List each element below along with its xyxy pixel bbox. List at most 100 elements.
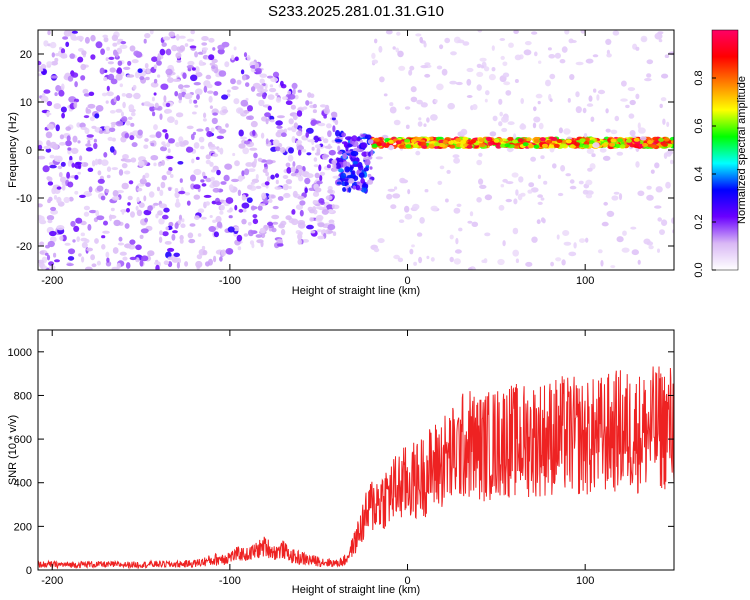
spectrogram-cell xyxy=(69,159,73,164)
spectrogram-cell xyxy=(535,93,543,99)
spectrogram-cell xyxy=(616,236,624,243)
x-tick-label: 0 xyxy=(404,275,410,287)
spectrogram-cell xyxy=(266,176,271,182)
spectrogram-cell xyxy=(167,116,175,123)
spectrogram-cell xyxy=(210,127,215,132)
spectrogram-cell xyxy=(53,103,62,110)
spectrogram-cell xyxy=(314,172,320,179)
spectrogram-cell xyxy=(206,131,213,138)
spectrogram-cell xyxy=(83,93,91,97)
spectrogram-cell xyxy=(513,198,518,205)
spectrogram-cell xyxy=(404,106,411,110)
spectrogram-cell xyxy=(225,123,229,128)
spectrogram-cell xyxy=(62,36,69,40)
spectrogram-cell xyxy=(186,125,194,130)
spectrogram-cell xyxy=(287,154,294,162)
spectrogram-cell xyxy=(43,89,51,94)
spectrogram-cell xyxy=(217,126,222,131)
spectrogram-cell xyxy=(254,68,262,72)
spectrogram-cell xyxy=(89,116,95,122)
spectrogram-cell xyxy=(211,65,216,70)
spectrogram-cell xyxy=(449,144,456,149)
spectrogram-cell xyxy=(371,143,378,148)
spectrogram-cell xyxy=(143,38,147,44)
spectrogram-cell xyxy=(497,258,505,266)
spectrogram-cell xyxy=(312,191,320,197)
spectrogram-cell xyxy=(255,234,262,238)
spectrogram-cell xyxy=(315,206,324,210)
spectrogram-cell xyxy=(536,219,541,225)
spectrogram-cell xyxy=(207,90,214,94)
spectrogram-cell xyxy=(223,174,230,182)
spectrogram-cell xyxy=(364,134,372,140)
spectrogram-cell xyxy=(654,205,662,209)
spectrogram-cell xyxy=(179,178,183,183)
spectrogram-cell xyxy=(255,174,259,180)
spectrogram-cell xyxy=(159,48,166,56)
spectrogram-cell xyxy=(601,143,608,147)
spectrogram-cell xyxy=(129,45,136,52)
spectrogram-cell xyxy=(126,74,135,78)
spectrogram-cell xyxy=(109,110,116,114)
spectrogram-cell xyxy=(194,66,200,73)
spectrogram-cell xyxy=(103,37,109,43)
spectrogram-cell xyxy=(306,224,314,230)
spectrogram-cell xyxy=(448,140,454,145)
spectrogram-cell xyxy=(502,240,506,247)
spectrogram-cell xyxy=(635,93,640,100)
spectrogram-cell xyxy=(98,130,104,134)
spectrogram-cell xyxy=(75,161,82,165)
spectrogram-cell xyxy=(504,143,511,148)
spectrogram-cell xyxy=(212,47,216,51)
spectrogram-cell xyxy=(79,122,86,129)
spectrogram-cell xyxy=(190,30,195,35)
spectrogram-cell xyxy=(424,62,431,66)
spectrogram-cell xyxy=(128,104,135,112)
spectrogram-cell xyxy=(193,99,198,104)
spectrogram-cell xyxy=(165,226,169,231)
spectrogram-cell xyxy=(316,229,323,233)
figure-title: S233.2025.281.01.31.G10 xyxy=(268,3,444,20)
spectrogram-cell xyxy=(547,47,552,51)
spectrogram-cell xyxy=(200,145,205,150)
spectrogram-cell xyxy=(654,32,663,40)
spectrogram-cell xyxy=(175,198,180,204)
spectrogram-x-label: Height of straight line (km) xyxy=(292,285,420,297)
spectrogram-cell xyxy=(241,75,247,81)
spectrogram-cell xyxy=(415,150,421,156)
spectrogram-cell xyxy=(149,105,156,112)
spectrogram-cell xyxy=(327,143,331,150)
spectrogram-cell xyxy=(635,46,640,51)
spectrogram-cell xyxy=(66,263,74,267)
y-tick-label: 400 xyxy=(14,478,32,490)
spectrogram-cell xyxy=(560,165,566,172)
spectrogram-cell xyxy=(59,134,64,140)
spectrogram-cell xyxy=(220,181,227,185)
spectrogram-cell xyxy=(102,34,108,38)
spectrogram-cell xyxy=(179,238,184,244)
spectrogram-cell xyxy=(646,59,654,65)
spectrogram-cell xyxy=(274,186,283,190)
spectrogram-cell xyxy=(162,231,169,237)
spectrogram-cell xyxy=(268,194,276,199)
spectrogram-cell xyxy=(352,185,356,190)
spectrogram-cell xyxy=(177,161,184,165)
spectrogram-cell xyxy=(135,244,142,251)
spectrogram-cell xyxy=(117,60,123,66)
spectrogram-cell xyxy=(130,157,137,163)
spectrogram-cell xyxy=(331,159,338,165)
spectrogram-cell xyxy=(556,234,560,240)
spectrogram-cell xyxy=(518,176,524,183)
spectrogram-cell xyxy=(250,86,256,92)
spectrogram-cell xyxy=(514,79,519,83)
spectrogram-cell xyxy=(246,55,251,61)
spectrogram-cell xyxy=(419,36,424,44)
spectrogram-cell xyxy=(70,220,76,227)
spectrogram-cell xyxy=(237,175,244,182)
spectrogram-cell xyxy=(317,222,325,228)
spectrogram-cell xyxy=(543,180,548,185)
spectrogram-cell xyxy=(120,41,127,45)
spectrogram-cell xyxy=(193,194,201,200)
spectrogram-cell xyxy=(447,102,456,110)
spectrogram-cell xyxy=(125,262,131,269)
